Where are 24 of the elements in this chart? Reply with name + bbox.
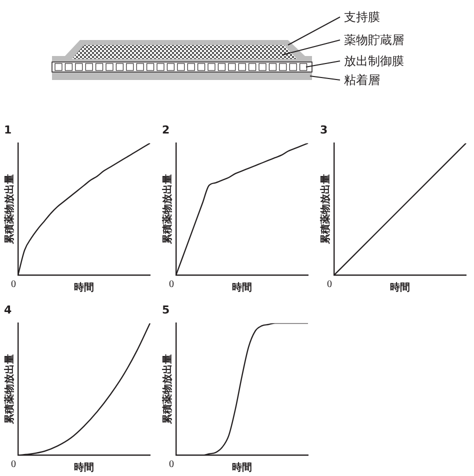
x-axis-title: 時間 (232, 282, 252, 294)
chart-title: 1 (4, 123, 12, 136)
x-axis-title: 時間 (232, 462, 252, 474)
text: 薬物貯蔵層 (344, 33, 404, 47)
x-axis-title: 時間 (74, 282, 94, 294)
chart-title: 4 (4, 303, 12, 316)
text: 0 (11, 458, 16, 470)
text: 0 (169, 458, 174, 470)
y-axis-title: 累積薬物放出量 (162, 174, 174, 246)
y-axis-title: 累積薬物放出量 (162, 354, 174, 426)
chart-title: 2 (162, 123, 170, 136)
chart-title: 5 (162, 303, 170, 316)
x-axis-title: 時間 (74, 462, 94, 474)
y-axis-title: 累積薬物放出量 (4, 174, 16, 246)
text: 支持膜 (344, 10, 380, 24)
text: 0 (327, 278, 332, 290)
text: 放出制御膜 (344, 54, 404, 68)
text: 0 (11, 278, 16, 290)
text: 粘着層 (344, 73, 380, 87)
text: 0 (169, 278, 174, 290)
y-axis-title: 累積薬物放出量 (4, 354, 16, 426)
y-axis-title: 累積薬物放出量 (320, 174, 332, 246)
chart-title: 3 (320, 123, 328, 136)
x-axis-title: 時間 (390, 282, 410, 294)
